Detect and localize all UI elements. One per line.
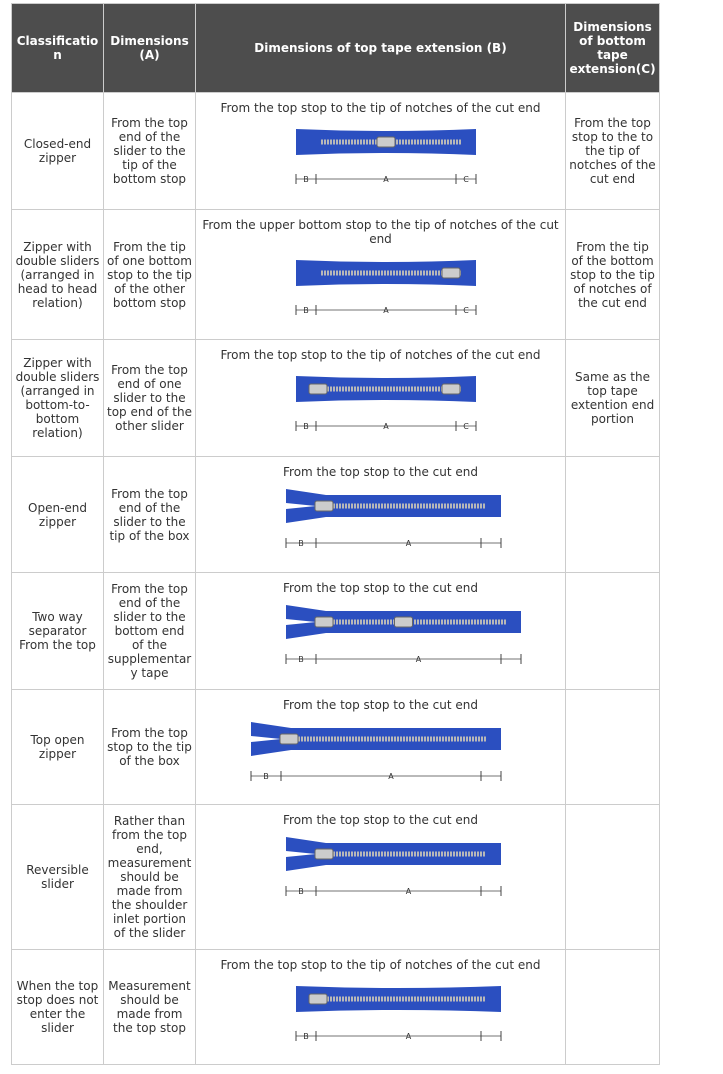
dimension-label: A bbox=[405, 539, 411, 548]
zipper-slider bbox=[279, 733, 298, 745]
dimension-b-text: From the top stop to the cut end bbox=[283, 581, 478, 595]
dimension-label: C bbox=[463, 306, 469, 315]
dimension-b-text: From the top stop to the cut end bbox=[283, 465, 478, 479]
classification-cell: Zipper with double sliders (arranged in … bbox=[11, 339, 104, 457]
dimension-b-text: From the top stop to the tip of notches … bbox=[220, 348, 541, 362]
dimension-a-cell: From the top end of one slider to the to… bbox=[103, 339, 196, 457]
dimension-label: A bbox=[383, 422, 389, 431]
dimension-b-cell: From the top stop to the cut end B A bbox=[195, 689, 566, 805]
zipper-slider bbox=[308, 993, 327, 1005]
header-cell: Dimensions of top tape extension (B) bbox=[195, 3, 566, 93]
classification-cell: Top open zipper bbox=[11, 689, 104, 805]
dimension-b-text: From the top stop to the cut end bbox=[283, 813, 478, 827]
table-row: Open-end zipper From the top end of the s… bbox=[11, 456, 660, 573]
dimension-b-cell: From the top stop to the tip of notches … bbox=[195, 92, 566, 210]
dimension-c-cell: From the tip of the bottom stop to the t… bbox=[565, 209, 660, 340]
table-row: Closed-end zipper From the top end of the… bbox=[11, 92, 660, 210]
dimension-a-cell: From the top end of the slider to the ti… bbox=[103, 92, 196, 210]
dimension-b-text: From the top stop to the cut end bbox=[283, 698, 478, 712]
dimension-label: A bbox=[383, 306, 389, 315]
dimension-c-cell bbox=[565, 689, 660, 805]
dimension-b-text: From the top stop to the tip of notches … bbox=[220, 958, 541, 972]
dimension-label: B bbox=[298, 655, 304, 664]
table-row: Reversible slider Rather than from the to… bbox=[11, 804, 660, 950]
dimension-label: A bbox=[383, 175, 389, 184]
dimension-c-cell: From the top stop to the to the tip of n… bbox=[565, 92, 660, 210]
zipper-slider bbox=[308, 383, 327, 395]
zipper-slider bbox=[376, 136, 395, 148]
dimension-label: B bbox=[263, 772, 269, 781]
header-row: Classification Dimensions (A) Dimensions o… bbox=[11, 3, 660, 93]
header-cell: Dimensions (A) bbox=[103, 3, 196, 93]
dimension-a-cell: From the top end of the slider to the ti… bbox=[103, 456, 196, 573]
dimension-a-cell: From the tip of one bottom stop to the t… bbox=[103, 209, 196, 340]
classification-cell: Closed-end zipper bbox=[11, 92, 104, 210]
dimension-a-cell: From the top end of the slider to the bo… bbox=[103, 572, 196, 690]
table-row: Zipper with double sliders (arranged in … bbox=[11, 209, 660, 340]
dimension-b-text: From the top stop to the tip of notches … bbox=[220, 101, 541, 115]
classification-cell: Zipper with double sliders (arranged in … bbox=[11, 209, 104, 340]
dimension-label: B bbox=[298, 887, 304, 896]
dimension-label: A bbox=[388, 772, 394, 781]
dimension-b-cell: From the top stop to the tip of notches … bbox=[195, 949, 566, 1065]
table-row: Zipper with double sliders (arranged in … bbox=[11, 339, 660, 457]
classification-cell: Two way separator From the top bbox=[11, 572, 104, 690]
dimension-label: B bbox=[298, 539, 304, 548]
dimension-a-cell: Measurement should be made from the top … bbox=[103, 949, 196, 1065]
dimension-c-cell bbox=[565, 572, 660, 690]
dimension-label: A bbox=[405, 1032, 411, 1041]
zipper-slider bbox=[441, 383, 460, 395]
classification-cell: Reversible slider bbox=[11, 804, 104, 950]
header-cell: Classification bbox=[11, 3, 104, 93]
dimension-label: B bbox=[303, 306, 309, 315]
dimension-c-cell bbox=[565, 804, 660, 950]
header-cell: Dimensions of bottom tape extension(C) bbox=[565, 3, 660, 93]
dimension-label: C bbox=[463, 175, 469, 184]
classification-cell: When the top stop does not enter the sli… bbox=[11, 949, 104, 1065]
dimension-b-cell: From the top stop to the cut end B A bbox=[195, 572, 566, 690]
zipper-slider bbox=[314, 848, 333, 860]
table-body: Closed-end zipper From the top end of the… bbox=[11, 92, 660, 1065]
dimension-c-cell: Same as the top tape extention end porti… bbox=[565, 339, 660, 457]
table-row: Two way separator From the top From the t… bbox=[11, 572, 660, 690]
dimension-label: B bbox=[303, 422, 309, 431]
zipper-slider bbox=[314, 616, 333, 628]
dimension-c-cell bbox=[565, 949, 660, 1065]
table-row: When the top stop does not enter the sli… bbox=[11, 949, 660, 1065]
dimension-b-cell: From the top stop to the cut end B A bbox=[195, 804, 566, 950]
table-row: Top open zipper From the top stop to the … bbox=[11, 689, 660, 805]
dimension-label: C bbox=[463, 422, 469, 431]
dimension-a-cell: From the top stop to the tip of the box bbox=[103, 689, 196, 805]
zipper-table: Classification Dimensions (A) Dimensions o… bbox=[11, 3, 660, 1065]
dimension-label: B bbox=[303, 1032, 309, 1041]
classification-cell: Open-end zipper bbox=[11, 456, 104, 573]
dimension-c-cell bbox=[565, 456, 660, 573]
dimension-b-cell: From the top stop to the cut end B A bbox=[195, 456, 566, 573]
dimension-label: A bbox=[415, 655, 421, 664]
zipper-slider bbox=[393, 616, 413, 628]
dimension-label: A bbox=[405, 887, 411, 896]
zipper-slider bbox=[441, 267, 460, 279]
dimension-label: B bbox=[303, 175, 309, 184]
zipper-slider bbox=[314, 500, 333, 512]
dimension-b-cell: From the upper bottom stop to the tip of… bbox=[195, 209, 566, 340]
dimension-a-cell: Rather than from the top end, measuremen… bbox=[103, 804, 196, 950]
zipper-tape bbox=[295, 986, 501, 1012]
dimension-b-text: From the upper bottom stop to the tip of… bbox=[202, 218, 559, 246]
dimension-b-cell: From the top stop to the tip of notches … bbox=[195, 339, 566, 457]
